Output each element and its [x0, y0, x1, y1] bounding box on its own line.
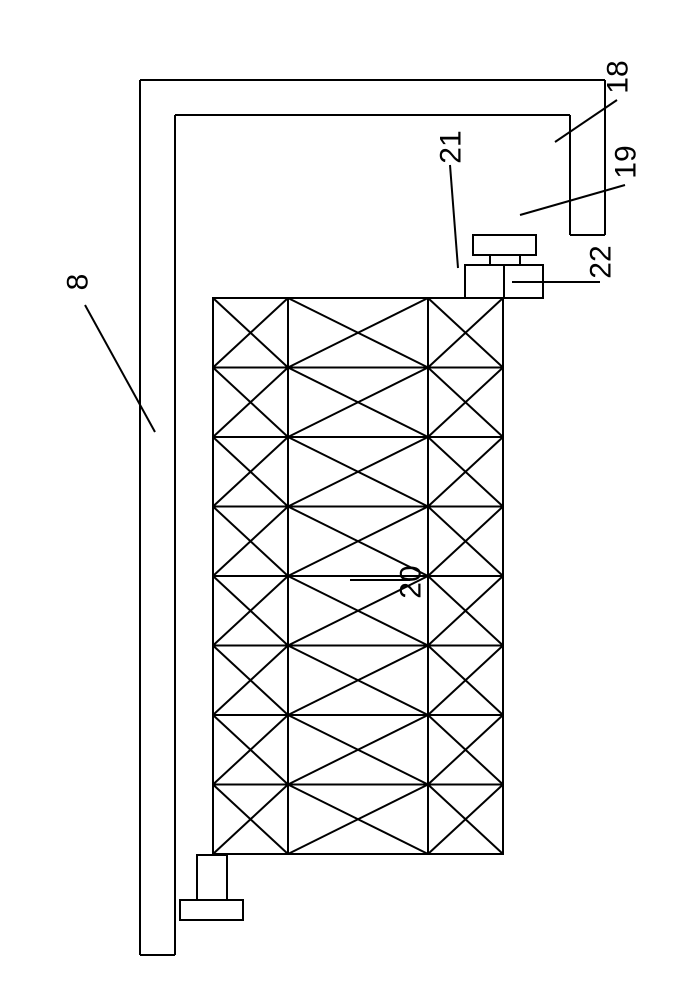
label-22: 22: [585, 245, 619, 278]
label-8: 8: [61, 274, 95, 291]
label-19: 19: [610, 145, 644, 178]
technical-diagram: [0, 0, 680, 1000]
label-18: 18: [602, 60, 636, 93]
label-20: 20: [395, 565, 429, 598]
label-21: 21: [435, 130, 469, 163]
